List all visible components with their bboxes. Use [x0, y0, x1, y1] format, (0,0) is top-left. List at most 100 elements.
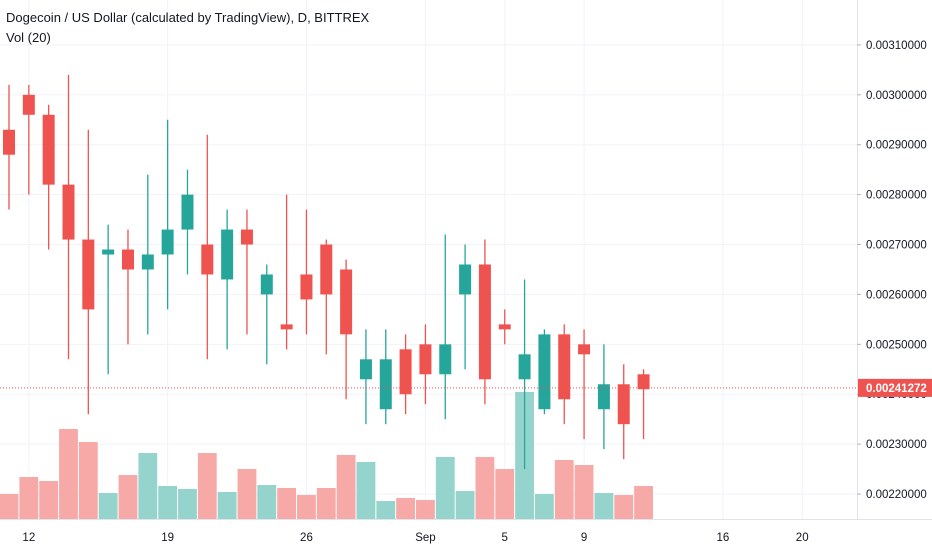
candle-body — [478, 264, 491, 380]
volume-bar — [554, 460, 574, 519]
candle-body — [320, 244, 333, 295]
candle-body — [240, 229, 253, 245]
candle — [221, 209, 234, 350]
candle-body — [637, 374, 650, 390]
candle — [637, 369, 650, 440]
candle-body — [617, 384, 630, 425]
price-tick-label: 0.00230000 — [866, 439, 927, 451]
volume-bar — [138, 453, 158, 519]
candle — [121, 229, 134, 345]
time-tick-label: Sep — [415, 532, 435, 544]
candle-body — [399, 349, 412, 395]
time-tick-label: 16 — [716, 532, 729, 544]
candle — [320, 239, 333, 355]
candle — [102, 224, 115, 375]
volume-bar — [237, 469, 257, 519]
candle-body — [578, 344, 591, 355]
symbol-title[interactable]: Dogecoin / US Dollar (calculated by Trad… — [6, 10, 370, 25]
candle-body — [82, 239, 95, 310]
candle — [597, 344, 610, 450]
volume-bar — [277, 488, 297, 519]
price-tick-label: 0.00260000 — [866, 289, 927, 301]
candle — [538, 329, 551, 415]
candle-body — [22, 94, 35, 115]
candle-body — [62, 184, 75, 240]
last-price-label-bg — [858, 378, 932, 397]
candle-body — [359, 359, 372, 380]
volume-bar — [158, 486, 178, 519]
candle — [399, 334, 412, 415]
candle-body — [459, 264, 472, 295]
volume-bar — [534, 494, 554, 519]
time-tick-label: 19 — [161, 532, 174, 544]
candle-body — [419, 344, 432, 375]
candle-body — [439, 344, 452, 375]
price-tick-label: 0.00310000 — [866, 40, 927, 52]
candle — [617, 364, 630, 460]
candle — [459, 244, 472, 370]
volume-bar — [197, 453, 217, 519]
candle — [478, 239, 491, 405]
chart-legend: Dogecoin / US Dollar (calculated by Trad… — [6, 8, 369, 48]
candle-body — [498, 324, 511, 330]
candle — [498, 309, 511, 345]
time-tick-label: 9 — [581, 532, 587, 544]
candle-body — [379, 359, 392, 410]
candle — [558, 324, 571, 425]
volume-bar — [0, 494, 19, 519]
candle-body — [121, 249, 134, 270]
candle — [161, 119, 174, 310]
time-tick-label: 12 — [22, 532, 35, 544]
price-tick-label: 0.00300000 — [866, 90, 927, 102]
candle — [419, 324, 432, 405]
price-tick-label: 0.00250000 — [866, 339, 927, 351]
volume-bar — [416, 500, 435, 519]
time-tick-label: 26 — [300, 532, 313, 544]
last-price-label: 0.00241272 — [858, 378, 932, 397]
volume-bar — [336, 455, 356, 519]
volume-indicator-label[interactable]: Vol (20) — [6, 30, 51, 45]
volume-bar — [614, 495, 634, 519]
candle-body — [558, 334, 571, 400]
volume-bar — [178, 489, 197, 519]
volume-bar — [118, 475, 138, 519]
candle — [3, 84, 15, 210]
volume-bar — [257, 485, 277, 519]
candle — [359, 329, 372, 425]
candle — [82, 129, 95, 415]
candle — [300, 209, 313, 335]
candle — [379, 329, 392, 425]
candle — [518, 279, 531, 470]
volume-bars — [0, 392, 653, 519]
volume-bar — [217, 492, 237, 519]
candle-body — [102, 249, 115, 255]
candle — [181, 169, 194, 275]
volume-bar — [59, 429, 78, 519]
candle-body — [518, 354, 531, 380]
candle-body — [181, 194, 194, 230]
volume-bar — [78, 442, 98, 519]
candle — [578, 329, 591, 440]
candle — [439, 234, 452, 420]
volume-bar — [19, 477, 39, 519]
volume-bar — [316, 488, 336, 519]
candles — [3, 74, 650, 470]
time-axis[interactable]: 12 19 26 Sep 5 9 16 20 — [22, 532, 808, 544]
candle-body — [3, 129, 15, 155]
candle — [201, 134, 214, 360]
time-tick-label: 5 — [502, 532, 508, 544]
candle-body — [597, 384, 610, 410]
price-tick-label: 0.00220000 — [866, 489, 927, 501]
candle-body — [161, 229, 174, 255]
candle-body — [280, 324, 293, 330]
volume-bar — [475, 457, 495, 519]
price-tick-label: 0.00270000 — [866, 240, 927, 252]
volume-bar — [98, 493, 118, 519]
candle-body — [260, 274, 273, 295]
volume-bar — [396, 498, 416, 519]
candle-body — [42, 114, 55, 185]
candle-body — [221, 229, 234, 280]
price-axis[interactable]: 0.00310000 0.00300000 0.00290000 0.00280000… — [857, 40, 927, 501]
price-tick-label: 0.00280000 — [866, 190, 927, 202]
